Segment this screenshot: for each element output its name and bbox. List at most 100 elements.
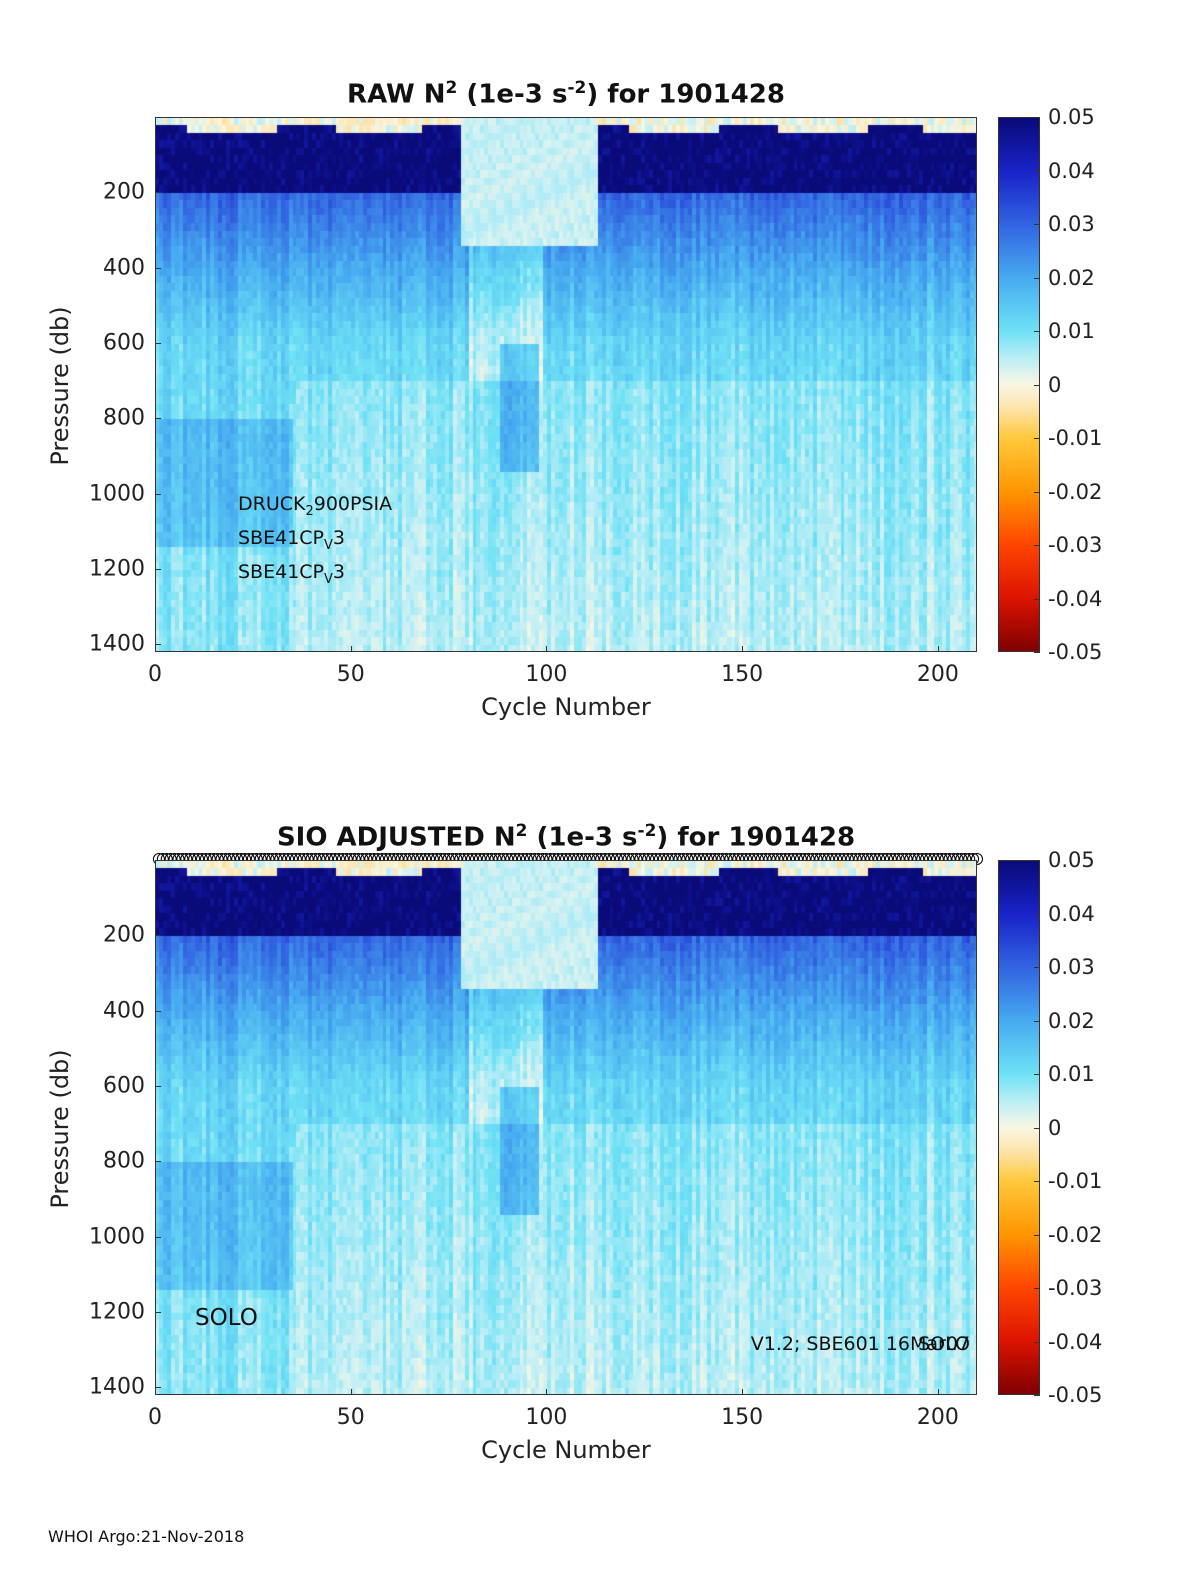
heatmap-plot-area	[155, 860, 977, 1395]
colorbar-tick-mark	[1034, 170, 1040, 172]
y-tick-mark	[155, 1010, 161, 1012]
x-tick-mark	[546, 646, 548, 652]
colorbar-tick-label: 0.01	[1048, 1062, 1095, 1086]
x-tick-mark	[742, 1389, 744, 1395]
y-tick-mark	[155, 569, 161, 571]
y-tick-label: 200	[103, 179, 145, 205]
colorbar-tick-label: -0.04	[1048, 1329, 1103, 1354]
x-tick-label: 50	[336, 1405, 365, 1430]
heatmap-canvas	[156, 118, 976, 651]
x-tick-label: 0	[148, 662, 162, 687]
sensor-annotation-ctd: SBE41CPV3	[238, 527, 346, 553]
colorbar-tick-label: 0.05	[1048, 848, 1095, 872]
colorbar-tick-mark	[1034, 1020, 1040, 1022]
x-tick-mark	[350, 646, 352, 652]
y-tick-mark	[155, 1312, 161, 1314]
colorbar-tick-mark	[1034, 913, 1040, 915]
colorbar-tick-label: 0	[1048, 372, 1062, 397]
colorbar-tick-mark	[1034, 277, 1040, 279]
colorbar-tick-label: 0.02	[1048, 1008, 1095, 1033]
colorbar-tick-mark	[1034, 1234, 1040, 1236]
footer-credit: WHOI Argo:21-Nov-2018	[48, 1527, 245, 1546]
colorbar-tick-label: -0.01	[1048, 426, 1103, 450]
x-tick-mark	[155, 1389, 156, 1395]
colorbar-tick-label: 0.05	[1048, 105, 1095, 129]
colorbar-tick-label: 0.03	[1048, 955, 1095, 979]
y-tick-label: 1400	[89, 1374, 145, 1400]
y-tick-mark	[155, 1236, 161, 1238]
raw-n2-panel: RAW N2 (1e-3 s-2) for 1901428 200 400 600 8…	[0, 60, 1200, 760]
colorbar-tick-label: 0.02	[1048, 265, 1095, 290]
qc-marker-row	[152, 853, 983, 865]
sensor-annotation-ctd-2: SBE41CPV3	[238, 561, 346, 587]
y-tick-label: 1000	[89, 1224, 145, 1250]
sensor-annotation-pressure: DRUCK2900PSIA	[238, 493, 393, 519]
colorbar-tick-mark	[1034, 1288, 1040, 1289]
colorbar-tick-mark	[1034, 491, 1040, 493]
colorbar-tick-label: 0.04	[1048, 901, 1095, 926]
colorbar-tick-label: -0.02	[1048, 479, 1103, 504]
y-axis-label: Pressure (db)	[46, 1049, 74, 1209]
colorbar-tick-label: 0	[1048, 1115, 1062, 1140]
colorbar-tick-mark	[1034, 438, 1040, 439]
y-tick-label: 600	[103, 1073, 145, 1099]
adjusted-n2-panel: SIO ADJUSTED N2 (1e-3 s-2) for 1901428 2…	[0, 803, 1200, 1503]
x-tick-label: 150	[721, 662, 764, 687]
y-tick-label: 800	[103, 1148, 145, 1174]
y-tick-label: 600	[103, 330, 145, 356]
colorbar-tick-label: -0.03	[1048, 1276, 1103, 1300]
colorbar-tick-mark	[1034, 331, 1040, 332]
colorbar-tick-mark	[1034, 1341, 1040, 1343]
x-tick-label: 100	[525, 662, 568, 687]
colorbar-tick-label: 0.03	[1048, 212, 1095, 236]
colorbar-tick-label: 0.01	[1048, 319, 1095, 343]
y-tick-mark	[155, 418, 161, 420]
colorbar-tick-label: 0.04	[1048, 158, 1095, 183]
heatmap-canvas	[156, 861, 976, 1394]
colorbar-tick-mark	[1034, 860, 1040, 861]
y-tick-label: 1200	[89, 556, 145, 582]
colorbar-tick-mark	[1034, 1395, 1040, 1396]
colorbar-tick-mark	[1034, 1181, 1040, 1182]
sensor-version-label: V1.2; SBE601 16Mar07 SOLO	[750, 1333, 970, 1355]
x-tick-label: 200	[916, 1405, 959, 1430]
x-tick-label: 50	[336, 662, 365, 687]
float-type-label: SOLO	[195, 1305, 258, 1331]
x-axis-label: Cycle Number	[481, 693, 651, 721]
y-tick-mark	[155, 644, 161, 646]
y-tick-mark	[155, 935, 161, 937]
x-tick-label: 200	[916, 662, 959, 687]
chart-title: RAW N2 (1e-3 s-2) for 1901428	[347, 78, 785, 110]
colorbar-tick-mark	[1034, 117, 1040, 118]
x-tick-mark	[937, 1389, 939, 1395]
colorbar-tick-mark	[1034, 224, 1040, 225]
x-tick-label: 100	[525, 1405, 568, 1430]
y-tick-mark	[155, 192, 161, 194]
colorbar-tick-mark	[1034, 967, 1040, 968]
colorbar-tick-mark	[1034, 1074, 1040, 1075]
colorbar	[998, 860, 1040, 1395]
colorbar-tick-label: -0.01	[1048, 1169, 1103, 1193]
y-tick-mark	[155, 343, 161, 345]
y-tick-label: 400	[103, 255, 145, 281]
y-tick-mark	[155, 1161, 161, 1163]
colorbar-tick-mark	[1034, 545, 1040, 546]
x-tick-mark	[155, 646, 156, 652]
y-tick-label: 1400	[89, 631, 145, 657]
chart-title: SIO ADJUSTED N2 (1e-3 s-2) for 1901428	[276, 821, 856, 853]
y-tick-label: 400	[103, 998, 145, 1024]
x-axis-label: Cycle Number	[481, 1436, 651, 1464]
colorbar-tick-mark	[1034, 652, 1040, 653]
x-tick-mark	[546, 1389, 548, 1395]
y-tick-label: 200	[103, 922, 145, 948]
y-tick-label: 1000	[89, 481, 145, 507]
colorbar-tick-label: -0.02	[1048, 1222, 1103, 1247]
x-tick-mark	[742, 646, 744, 652]
y-tick-label: 800	[103, 405, 145, 431]
colorbar-tick-label: -0.05	[1048, 1383, 1103, 1407]
colorbar-tick-mark	[1034, 1127, 1040, 1129]
colorbar-tick-label: -0.03	[1048, 533, 1103, 557]
y-tick-mark	[155, 493, 161, 495]
y-tick-mark	[155, 1086, 161, 1088]
x-tick-label: 0	[148, 1405, 162, 1430]
